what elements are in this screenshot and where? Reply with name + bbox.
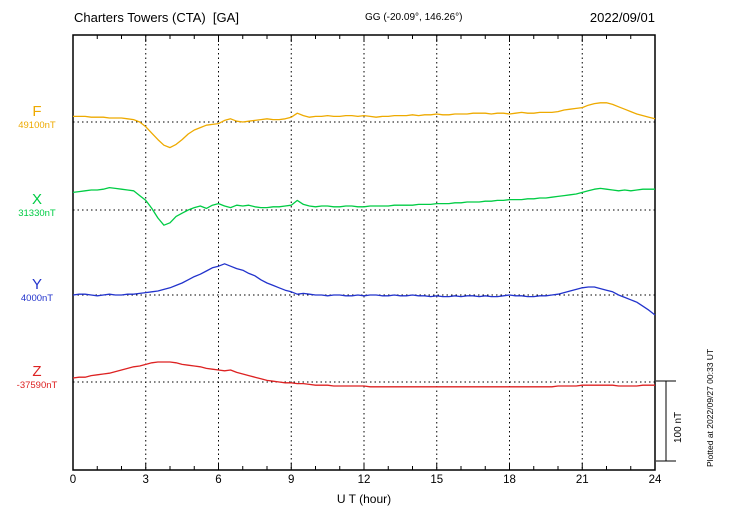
trace-baseline-value-f: 49100nT	[18, 120, 56, 131]
trace-x	[72, 186, 655, 226]
x-tick-label: 3	[142, 474, 149, 486]
trace-letter-f: F	[32, 103, 42, 120]
x-tick-label: 9	[288, 474, 295, 486]
trace-baseline-value-x: 31330nT	[18, 208, 56, 219]
x-tick-label: 21	[575, 474, 589, 486]
x-tick-label: 12	[357, 474, 371, 486]
plot-date: 2022/09/01	[589, 10, 655, 25]
x-tick-label: 0	[69, 474, 77, 486]
trace-f	[73, 102, 656, 149]
x-tick-label: 24	[648, 474, 662, 486]
trace-baseline-value-z: -37590nT	[16, 380, 58, 391]
x-tick-label: 15	[430, 474, 444, 486]
trace-label-f: F 49100nT	[4, 104, 70, 132]
x-axis-tick-labels: 0 3 6 9 12 15 18 21 24	[0, 474, 730, 488]
trace-letter-x: X	[31, 191, 42, 208]
trace-label-y: Y 4000nT	[4, 277, 70, 305]
trace-letter-y: Y	[31, 276, 42, 293]
trace-z	[72, 361, 655, 388]
x-tick-label: 6	[215, 474, 222, 486]
trace-baseline-value-y: 4000nT	[20, 293, 54, 304]
trace-label-z: Z -37590nT	[4, 364, 70, 392]
trace-label-x: X 31330nT	[4, 192, 70, 220]
geographic-coordinates: GG (-20.09°, 146.26°)	[365, 12, 463, 23]
trace-y	[72, 263, 656, 316]
x-tick-label: 18	[503, 474, 516, 486]
trace-letter-z: Z	[32, 363, 42, 380]
scale-bar-label: 100 nT	[673, 411, 684, 443]
station-title: Charters Towers (CTA) [GA]	[74, 10, 239, 25]
x-axis-title: U T (hour)	[336, 492, 392, 506]
plotted-at-note: Plotted at 2022/09/27 00:33 UT	[705, 348, 715, 467]
